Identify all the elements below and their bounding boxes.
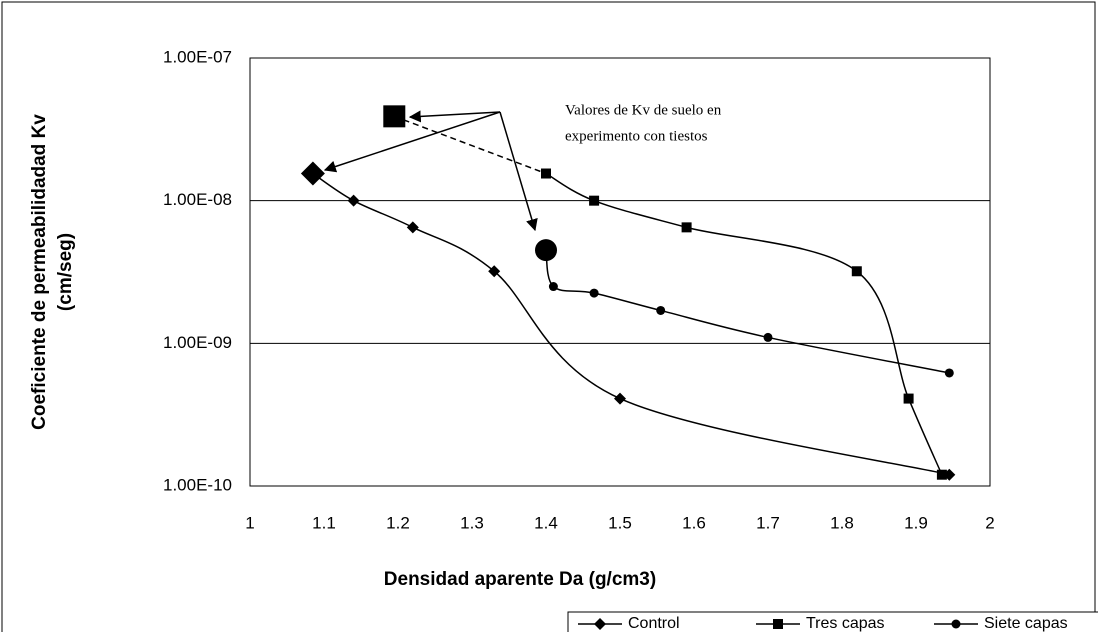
data-point	[347, 194, 360, 207]
x-tick-label: 1.7	[756, 513, 780, 532]
y-axis-label: (cm/seg)	[55, 233, 76, 311]
x-tick-label: 1.1	[312, 513, 336, 532]
data-point	[541, 168, 551, 179]
y-tick-label: 1.00E-10	[163, 475, 232, 494]
x-tick-label: 1.5	[608, 513, 632, 532]
x-tick-label: 1.3	[460, 513, 484, 532]
data-point	[589, 288, 599, 298]
legend-label: Tres capas	[806, 615, 885, 632]
x-tick-label: 1	[245, 513, 254, 532]
series-line	[312, 172, 950, 476]
data-point	[548, 282, 558, 292]
plot-area	[249, 57, 991, 487]
data-point	[535, 239, 557, 262]
data-point	[944, 368, 954, 378]
legend-label: Control	[628, 615, 680, 632]
arrow	[408, 110, 501, 123]
data-point	[936, 469, 947, 480]
data-point	[851, 266, 862, 277]
data-point	[300, 161, 325, 186]
series-line	[545, 172, 943, 476]
x-tick-label: 1.2	[386, 513, 410, 532]
data-point	[903, 393, 914, 404]
x-axis-label: Densidad aparente Da (g/cm3)	[384, 569, 656, 590]
x-tick-label: 1.9	[904, 513, 928, 532]
data-point	[763, 332, 773, 342]
y-tick-label: 1.00E-07	[163, 47, 232, 66]
data-point	[614, 392, 626, 405]
data-point	[589, 195, 600, 206]
y-tick-label: 1.00E-09	[163, 333, 232, 352]
legend-marker	[773, 619, 783, 629]
series-line	[545, 249, 950, 374]
arrow	[499, 111, 538, 232]
legend-marker	[594, 618, 606, 630]
legend-label: Siete capas	[984, 615, 1068, 632]
series-line	[394, 115, 547, 175]
data-point	[383, 105, 406, 128]
data-point	[681, 222, 692, 233]
y-tick-label: 1.00E-08	[163, 190, 232, 209]
y-axis-label: Coeficiente de permeabilidadad Kv	[29, 114, 50, 430]
data-point	[488, 265, 501, 278]
legend-marker	[951, 619, 961, 629]
x-tick-label: 1.4	[534, 513, 558, 532]
x-tick-label: 2	[985, 513, 994, 532]
legend	[567, 611, 1098, 632]
x-tick-label: 1.6	[682, 513, 706, 532]
annotation: experimento con tiestos	[565, 128, 708, 144]
annotation: Valores de Kv de suelo en	[565, 102, 722, 118]
arrow	[323, 111, 501, 173]
x-tick-label: 1.8	[830, 513, 854, 532]
data-point	[406, 221, 419, 234]
data-point	[656, 305, 666, 315]
annotation-arrows	[323, 110, 538, 232]
